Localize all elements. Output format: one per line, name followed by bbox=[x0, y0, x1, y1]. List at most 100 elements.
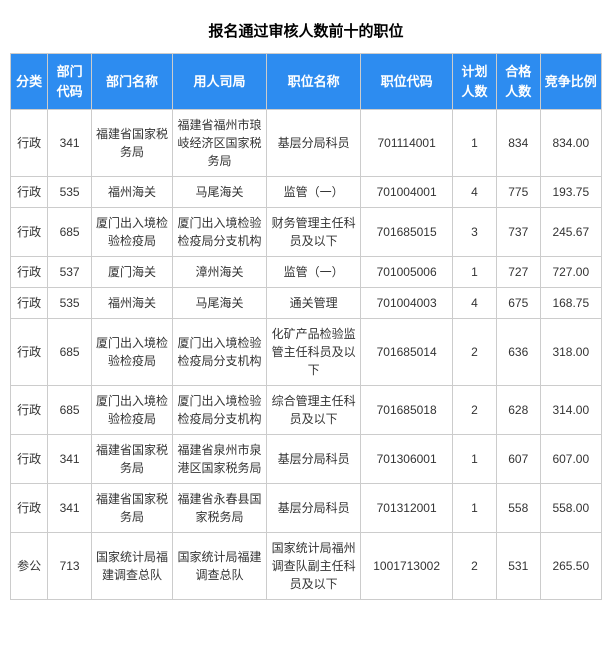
cell-plan: 4 bbox=[453, 177, 497, 208]
cell-employer: 厦门出入境检验检疫局分支机构 bbox=[172, 386, 266, 435]
cell-plan: 2 bbox=[453, 386, 497, 435]
cell-employer: 厦门出入境检验检疫局分支机构 bbox=[172, 208, 266, 257]
cell-deptcode: 713 bbox=[48, 533, 92, 600]
cell-pass: 675 bbox=[496, 288, 540, 319]
col-header-plan: 计划人数 bbox=[453, 54, 497, 110]
cell-poscode: 701004003 bbox=[361, 288, 453, 319]
table-row: 行政 535 福州海关 马尾海关 通关管理 701004003 4 675 16… bbox=[11, 288, 602, 319]
table-row: 行政 535 福州海关 马尾海关 监管（一） 701004001 4 775 1… bbox=[11, 177, 602, 208]
cell-plan: 4 bbox=[453, 288, 497, 319]
col-header-category: 分类 bbox=[11, 54, 48, 110]
cell-deptcode: 535 bbox=[48, 288, 92, 319]
cell-pass: 834 bbox=[496, 110, 540, 177]
cell-plan: 1 bbox=[453, 484, 497, 533]
cell-poscode: 701685014 bbox=[361, 319, 453, 386]
cell-poscode: 1001713002 bbox=[361, 533, 453, 600]
cell-pass: 607 bbox=[496, 435, 540, 484]
table-row: 行政 341 福建省国家税务局 福建省福州市琅岐经济区国家税务局 基层分局科员 … bbox=[11, 110, 602, 177]
cell-ratio: 558.00 bbox=[540, 484, 601, 533]
cell-category: 行政 bbox=[11, 435, 48, 484]
cell-employer: 漳州海关 bbox=[172, 257, 266, 288]
cell-plan: 1 bbox=[453, 257, 497, 288]
cell-deptcode: 535 bbox=[48, 177, 92, 208]
cell-deptname: 福建省国家税务局 bbox=[91, 435, 172, 484]
cell-pass: 636 bbox=[496, 319, 540, 386]
ranking-table: 分类 部门代码 部门名称 用人司局 职位名称 职位代码 计划人数 合格人数 竞争… bbox=[10, 53, 602, 600]
cell-ratio: 318.00 bbox=[540, 319, 601, 386]
col-header-deptname: 部门名称 bbox=[91, 54, 172, 110]
cell-poscode: 701114001 bbox=[361, 110, 453, 177]
cell-ratio: 245.67 bbox=[540, 208, 601, 257]
cell-ratio: 727.00 bbox=[540, 257, 601, 288]
table-row: 行政 685 厦门出入境检验检疫局 厦门出入境检验检疫局分支机构 财务管理主任科… bbox=[11, 208, 602, 257]
cell-category: 行政 bbox=[11, 257, 48, 288]
cell-position: 通关管理 bbox=[267, 288, 361, 319]
page-title: 报名通过审核人数前十的职位 bbox=[10, 10, 602, 53]
cell-category: 行政 bbox=[11, 484, 48, 533]
cell-deptcode: 537 bbox=[48, 257, 92, 288]
table-body: 行政 341 福建省国家税务局 福建省福州市琅岐经济区国家税务局 基层分局科员 … bbox=[11, 110, 602, 600]
cell-employer: 马尾海关 bbox=[172, 177, 266, 208]
cell-deptname: 福州海关 bbox=[91, 288, 172, 319]
cell-position: 监管（一） bbox=[267, 257, 361, 288]
cell-position: 基层分局科员 bbox=[267, 484, 361, 533]
cell-deptname: 厦门出入境检验检疫局 bbox=[91, 208, 172, 257]
cell-poscode: 701685015 bbox=[361, 208, 453, 257]
cell-deptname: 福建省国家税务局 bbox=[91, 484, 172, 533]
cell-plan: 2 bbox=[453, 319, 497, 386]
cell-employer: 马尾海关 bbox=[172, 288, 266, 319]
cell-category: 行政 bbox=[11, 177, 48, 208]
cell-category: 行政 bbox=[11, 110, 48, 177]
cell-pass: 727 bbox=[496, 257, 540, 288]
cell-deptcode: 685 bbox=[48, 208, 92, 257]
cell-deptcode: 685 bbox=[48, 386, 92, 435]
cell-position: 综合管理主任科员及以下 bbox=[267, 386, 361, 435]
table-row: 行政 685 厦门出入境检验检疫局 厦门出入境检验检疫局分支机构 综合管理主任科… bbox=[11, 386, 602, 435]
col-header-deptcode: 部门代码 bbox=[48, 54, 92, 110]
cell-plan: 2 bbox=[453, 533, 497, 600]
cell-category: 行政 bbox=[11, 319, 48, 386]
cell-position: 财务管理主任科员及以下 bbox=[267, 208, 361, 257]
cell-plan: 1 bbox=[453, 435, 497, 484]
cell-poscode: 701685018 bbox=[361, 386, 453, 435]
cell-category: 参公 bbox=[11, 533, 48, 600]
cell-plan: 1 bbox=[453, 110, 497, 177]
cell-pass: 558 bbox=[496, 484, 540, 533]
cell-ratio: 265.50 bbox=[540, 533, 601, 600]
cell-deptcode: 341 bbox=[48, 110, 92, 177]
cell-employer: 国家统计局福建调查总队 bbox=[172, 533, 266, 600]
col-header-pass: 合格人数 bbox=[496, 54, 540, 110]
cell-deptname: 福建省国家税务局 bbox=[91, 110, 172, 177]
cell-employer: 福建省永春县国家税务局 bbox=[172, 484, 266, 533]
cell-ratio: 168.75 bbox=[540, 288, 601, 319]
cell-poscode: 701312001 bbox=[361, 484, 453, 533]
cell-position: 国家统计局福州调查队副主任科员及以下 bbox=[267, 533, 361, 600]
cell-position: 监管（一） bbox=[267, 177, 361, 208]
col-header-poscode: 职位代码 bbox=[361, 54, 453, 110]
table-row: 行政 685 厦门出入境检验检疫局 厦门出入境检验检疫局分支机构 化矿产品检验监… bbox=[11, 319, 602, 386]
col-header-employer: 用人司局 bbox=[172, 54, 266, 110]
cell-plan: 3 bbox=[453, 208, 497, 257]
cell-ratio: 834.00 bbox=[540, 110, 601, 177]
cell-deptcode: 341 bbox=[48, 484, 92, 533]
cell-pass: 775 bbox=[496, 177, 540, 208]
table-header-row: 分类 部门代码 部门名称 用人司局 职位名称 职位代码 计划人数 合格人数 竞争… bbox=[11, 54, 602, 110]
cell-ratio: 607.00 bbox=[540, 435, 601, 484]
cell-ratio: 193.75 bbox=[540, 177, 601, 208]
table-row: 行政 341 福建省国家税务局 福建省泉州市泉港区国家税务局 基层分局科员 70… bbox=[11, 435, 602, 484]
cell-pass: 737 bbox=[496, 208, 540, 257]
cell-deptname: 福州海关 bbox=[91, 177, 172, 208]
cell-position: 基层分局科员 bbox=[267, 435, 361, 484]
table-row: 参公 713 国家统计局福建调查总队 国家统计局福建调查总队 国家统计局福州调查… bbox=[11, 533, 602, 600]
cell-deptname: 国家统计局福建调查总队 bbox=[91, 533, 172, 600]
table-row: 行政 341 福建省国家税务局 福建省永春县国家税务局 基层分局科员 70131… bbox=[11, 484, 602, 533]
cell-ratio: 314.00 bbox=[540, 386, 601, 435]
cell-deptname: 厦门出入境检验检疫局 bbox=[91, 386, 172, 435]
table-row: 行政 537 厦门海关 漳州海关 监管（一） 701005006 1 727 7… bbox=[11, 257, 602, 288]
cell-category: 行政 bbox=[11, 208, 48, 257]
cell-deptname: 厦门海关 bbox=[91, 257, 172, 288]
cell-deptcode: 685 bbox=[48, 319, 92, 386]
cell-employer: 福建省泉州市泉港区国家税务局 bbox=[172, 435, 266, 484]
cell-poscode: 701004001 bbox=[361, 177, 453, 208]
cell-employer: 厦门出入境检验检疫局分支机构 bbox=[172, 319, 266, 386]
